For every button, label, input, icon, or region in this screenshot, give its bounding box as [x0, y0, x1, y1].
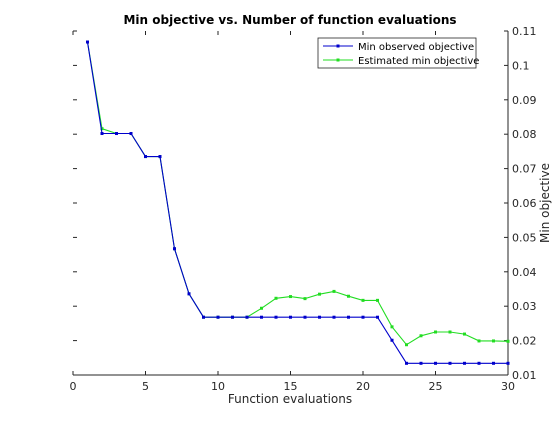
- legend-label: Min observed objective: [358, 42, 474, 53]
- data-point: [376, 298, 379, 302]
- data-point: [448, 361, 452, 365]
- data-point: [434, 330, 437, 334]
- legend-label: Estimated min objective: [358, 56, 479, 67]
- y-tick-label: 0.05: [512, 231, 537, 244]
- data-point: [434, 361, 437, 365]
- legend: Min observed objective Estimated min obje…: [317, 37, 479, 69]
- x-tick-label: 25: [429, 380, 443, 393]
- data-point: [216, 315, 220, 319]
- data-point: [347, 294, 350, 298]
- data-point: [361, 315, 365, 319]
- data-point: [492, 339, 495, 343]
- y-tick-label: 0.08: [512, 128, 537, 141]
- x-tick-label: 0: [70, 380, 77, 393]
- data-point: [506, 361, 510, 365]
- y-tick-label: 0.1: [512, 59, 530, 72]
- y-tick-label: 0.04: [512, 266, 537, 279]
- series-line: [86, 41, 508, 364]
- data-point: [86, 40, 89, 44]
- data-point: [173, 247, 176, 251]
- data-point: [332, 289, 336, 293]
- series-layer: [86, 40, 510, 365]
- data-point: [289, 315, 292, 319]
- data-point: [419, 361, 423, 365]
- data-point: [492, 361, 495, 365]
- data-point: [260, 315, 263, 319]
- y-tick-label: 0.06: [512, 197, 537, 210]
- data-point: [144, 155, 147, 159]
- legend-swatch-marker: [336, 58, 340, 62]
- y-tick-label: 0.07: [512, 163, 537, 176]
- data-point: [100, 127, 104, 131]
- data-point: [231, 315, 234, 319]
- x-axis-label: Function evaluations: [228, 392, 352, 406]
- data-point: [506, 339, 510, 343]
- data-point: [303, 315, 307, 319]
- y-tick-label: 0.03: [512, 300, 537, 313]
- data-point: [361, 298, 365, 302]
- y-tick-label: 0.11: [512, 25, 537, 38]
- x-tick-label: 30: [501, 380, 515, 393]
- data-point: [390, 325, 394, 329]
- y-tick-label: 0.02: [512, 335, 537, 348]
- data-point: [260, 306, 263, 310]
- data-point: [318, 292, 321, 296]
- data-point: [332, 315, 336, 319]
- x-tick-label: 10: [211, 380, 225, 393]
- data-point: [115, 132, 118, 136]
- data-point: [448, 330, 452, 334]
- y-axis-label: Min objective: [538, 163, 552, 243]
- y-tick-label: 0.09: [512, 94, 537, 107]
- data-point: [245, 315, 249, 319]
- data-point: [390, 338, 394, 342]
- data-point: [477, 361, 481, 365]
- legend-swatch-marker: [336, 44, 340, 48]
- data-point: [318, 315, 321, 319]
- chart-title: Min objective vs. Number of function eva…: [123, 13, 456, 27]
- data-point: [202, 315, 205, 319]
- data-point: [463, 361, 466, 365]
- x-tick-label: 5: [142, 380, 149, 393]
- data-point: [376, 315, 379, 319]
- data-point: [303, 297, 307, 301]
- data-point: [463, 332, 466, 336]
- data-point: [100, 132, 104, 136]
- plot-axes: 0 5 10 15 20 25 300.01 0.02 0.03 0.04 0.05 0.06 0.07…: [70, 25, 537, 393]
- data-point: [274, 296, 278, 300]
- data-point: [419, 334, 423, 338]
- legend-box: [317, 37, 477, 69]
- y-tick-label: 0.01: [512, 369, 537, 382]
- data-point: [347, 315, 350, 319]
- data-point: [187, 292, 191, 296]
- data-point: [289, 295, 292, 299]
- x-tick-label: 20: [356, 380, 370, 393]
- data-point: [405, 343, 408, 347]
- data-point: [129, 132, 133, 136]
- data-point: [405, 361, 408, 365]
- x-tick-label: 15: [284, 380, 298, 393]
- data-point: [477, 339, 481, 343]
- data-point: [158, 155, 162, 159]
- data-point: [274, 315, 278, 319]
